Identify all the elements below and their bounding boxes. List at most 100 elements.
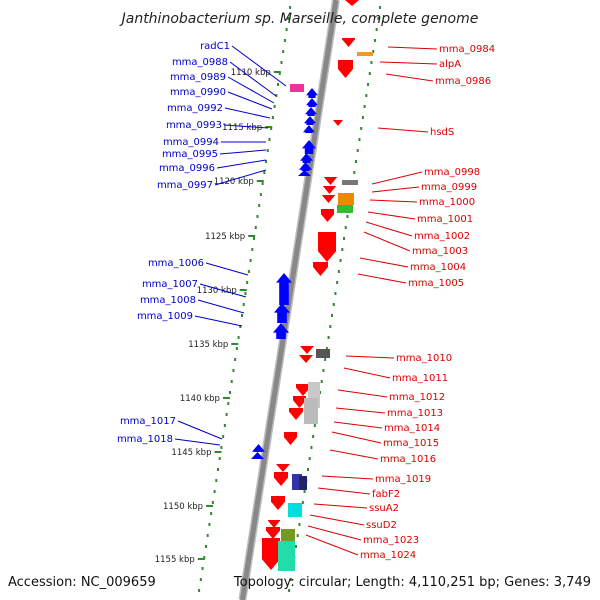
gene-arrow-forward [345,0,359,6]
ruler-dot [199,578,202,581]
gene-label-mma_1002: mma_1002 [414,231,470,242]
label-leader [309,514,365,526]
ruler-dot [363,105,366,108]
ruler-dot [222,435,225,438]
ruler-dot [372,50,375,53]
gene-label-fabf2: fabF2 [372,489,400,500]
ruler-dot [285,28,288,31]
feature-track [251,0,373,571]
label-leader [177,420,223,440]
gene-labels: radC1mma_0988mma_0989mma_0990mma_0992mma… [117,41,495,561]
gene-label-mma_0993: mma_0993 [166,120,222,131]
ruler-dot [379,6,382,9]
ruler-dot [239,325,242,328]
gene-label-mma_0994: mma_0994 [163,137,219,148]
gene-label-ssud2: ssuD2 [366,520,397,531]
gene-arrow-reverse [274,303,290,323]
ruler-dot [261,182,264,185]
gene-arrow-forward [266,527,280,539]
gene-label-mma_1003: mma_1003 [412,246,468,257]
gene-label-mma_0988: mma_0988 [172,57,228,68]
gene-arrow-forward [324,177,337,185]
gene-label-mma_0992: mma_0992 [167,103,223,114]
ruler-dot [329,325,332,328]
label-leader [359,257,409,268]
gene-label-mma_1017: mma_1017 [120,416,176,427]
gene-arrow-reverse [251,452,264,459]
ruler-dot [242,303,245,306]
gene-arrow-forward [296,384,310,396]
label-leader [174,438,221,446]
label-leader [367,211,416,220]
label-leader [227,76,275,104]
gene-label-mma_1019: mma_1019 [375,474,431,485]
ruler-dot [303,490,306,493]
ruler-dot [310,446,313,449]
gene-label-mma_0990: mma_0990 [170,87,226,98]
gene-label-mma_0998: mma_0998 [424,167,480,178]
label-leader [335,407,386,414]
ruler-dot [296,534,299,537]
ruler-dot [287,17,290,20]
gene-arrow-reverse [276,273,292,305]
ruler-dot [339,259,342,262]
ruler-dot [270,127,273,130]
gene-arrow-forward [333,120,343,126]
ruler-dot [322,369,325,372]
gene-label-mma_1024: mma_1024 [360,550,416,561]
ruler-dot [204,545,207,548]
gene-label-mma_1005: mma_1005 [408,278,464,289]
ruler-dot [273,105,276,108]
gene-label-mma_1000: mma_1000 [419,197,475,208]
tick-label: 1130 kbp [197,286,237,296]
gene-arrow-forward [271,496,285,510]
label-leader [231,45,287,87]
gene-arrow-reverse [306,98,318,107]
ruler-dot [225,413,228,416]
ruler-dot [244,292,247,295]
ruler-dot [223,424,226,427]
gene-arrow-forward [293,396,306,408]
ruler-dot [234,358,237,361]
ruler-dot [377,17,380,20]
gene-arrow-reverse [273,323,289,339]
label-leader [371,186,420,193]
gene-arrow-reverse [304,116,316,125]
gene-label-mma_1012: mma_1012 [389,392,445,403]
gene-arrow-reverse [303,125,315,133]
ruler-dot [346,215,349,218]
gene-arrow-forward [323,186,336,194]
ruler-dot [203,556,206,559]
ruler-dot [365,94,368,97]
label-leader [219,149,267,155]
ruler-dot [254,226,257,229]
backbone [238,0,340,600]
ruler-dot [288,589,291,592]
ruler-dot [218,457,221,460]
gene-label-mma_1015: mma_1015 [383,438,439,449]
ruler-dot [265,160,268,163]
gene-arrow-forward [313,262,328,276]
gene-label-mma_1007: mma_1007 [142,279,198,290]
gene-box-navy [292,474,302,490]
gene-arrow-forward [274,472,288,486]
gene-arrow-forward [338,60,353,78]
gene-box-orange [338,193,354,205]
ruler-dot [237,336,240,339]
gene-box-orange [357,52,373,56]
gene-arrow-forward [342,38,355,47]
tick-label: 1135 kbp [188,340,228,350]
ruler-dot [361,116,364,119]
label-leader [369,199,418,203]
gene-label-mma_1013: mma_1013 [387,408,443,419]
gene-arrow-forward [268,520,280,528]
gene-label-mma_0986: mma_0986 [435,76,491,87]
label-leader [377,127,429,133]
gene-label-mma_1011: mma_1011 [392,373,448,384]
ruler-dot [220,446,223,449]
gene-label-mma_0989: mma_0989 [170,72,226,83]
ruler-dot [227,402,230,405]
ruler-dot [278,72,281,75]
ruler-dot [215,479,218,482]
ruler-dot [334,292,337,295]
